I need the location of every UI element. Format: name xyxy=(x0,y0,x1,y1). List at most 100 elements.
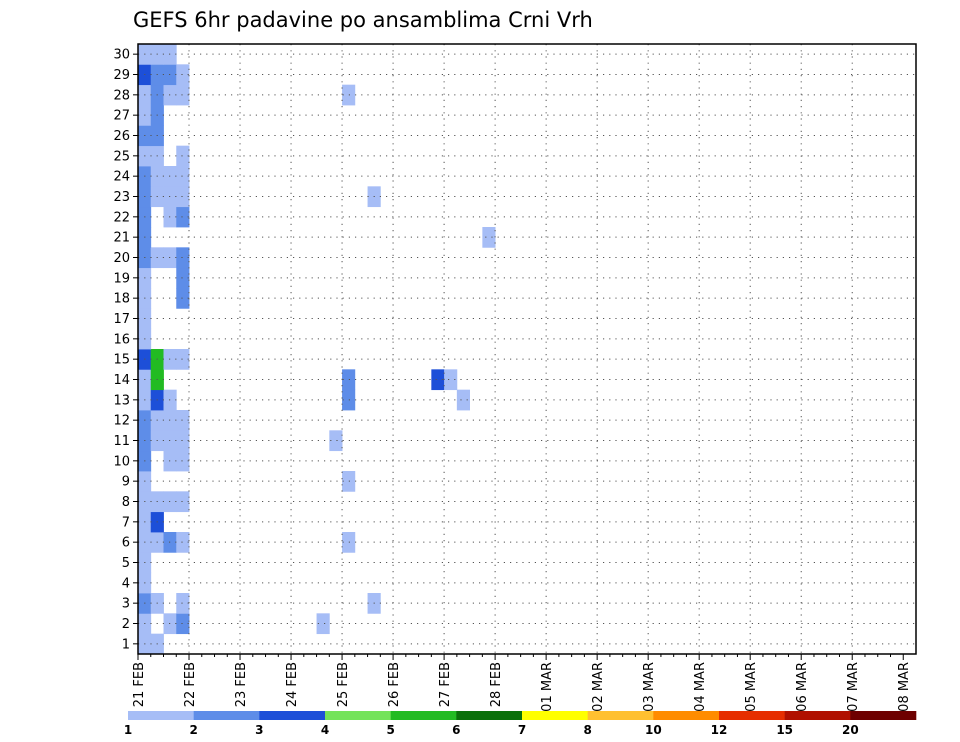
legend-label: 8 xyxy=(583,723,591,737)
x-tick-label: 05 MAR xyxy=(744,662,759,712)
chart-title: GEFS 6hr padavine po ansamblima Crni Vrh xyxy=(133,8,593,32)
y-tick-label: 8 xyxy=(122,495,130,510)
heatmap-cell xyxy=(431,369,445,391)
x-tick-label: 06 MAR xyxy=(795,662,810,712)
y-tick-label: 15 xyxy=(113,353,130,368)
heatmap-cell xyxy=(176,450,190,472)
heatmap-cell xyxy=(444,369,458,391)
y-tick-label: 1 xyxy=(122,637,130,652)
y-tick-label: 4 xyxy=(122,576,130,591)
x-tick-label: 28 FEB xyxy=(489,662,504,707)
y-tick-label: 23 xyxy=(113,190,130,205)
heatmap-cell xyxy=(329,430,343,452)
y-tick-label: 2 xyxy=(122,617,130,632)
legend-label: 4 xyxy=(321,723,329,737)
x-tick-label: 21 FEB xyxy=(132,662,147,707)
x-tick-label: 08 MAR xyxy=(897,662,912,712)
x-axis: 21 FEB 22 FEB 23 FEB 24 FEB 25 FEB 26 FEB 27 F… xyxy=(132,654,912,712)
grid-lines xyxy=(138,44,916,654)
heatmap-cell xyxy=(456,389,470,411)
y-tick-label: 19 xyxy=(113,271,130,286)
heatmap-cell xyxy=(176,206,190,228)
heatmap-cell xyxy=(342,532,356,553)
y-tick-label: 3 xyxy=(122,597,130,612)
y-tick-label: 16 xyxy=(113,332,130,347)
heatmap-cell xyxy=(176,145,190,167)
x-tick-label: 04 MAR xyxy=(693,662,708,712)
y-tick-label: 11 xyxy=(113,434,130,449)
y-tick-label: 13 xyxy=(113,393,130,408)
heatmap-cell xyxy=(176,288,190,309)
heatmap-cell xyxy=(176,410,190,431)
y-tick-label: 10 xyxy=(113,454,130,469)
y-tick-label: 30 xyxy=(113,48,130,63)
legend-swatch xyxy=(193,711,260,720)
heatmap-cell xyxy=(342,389,356,411)
y-tick-label: 5 xyxy=(122,556,130,571)
x-tick-label: 23 FEB xyxy=(234,662,249,707)
y-tick-label: 12 xyxy=(113,414,130,429)
heatmap-cell xyxy=(176,84,190,106)
heatmap-cells xyxy=(138,44,496,655)
legend-swatch xyxy=(390,711,457,720)
legend-label: 3 xyxy=(255,723,263,737)
heatmap-cell xyxy=(176,349,190,370)
heatmap-cell xyxy=(176,491,190,513)
legend-label: 12 xyxy=(711,723,728,737)
legend-label: 5 xyxy=(386,723,394,737)
y-tick-label: 28 xyxy=(113,88,130,103)
x-tick-label: 22 FEB xyxy=(183,662,198,707)
y-tick-label: 20 xyxy=(113,251,130,266)
heatmap-cell xyxy=(176,593,190,614)
legend-label: 15 xyxy=(776,723,793,737)
y-tick-label: 17 xyxy=(113,312,130,327)
legend-swatch xyxy=(784,711,851,720)
legend-label: 6 xyxy=(452,723,460,737)
legend-swatch xyxy=(719,711,785,720)
heatmap-cell xyxy=(176,166,190,187)
y-tick-label: 7 xyxy=(122,515,130,530)
heatmap-cell xyxy=(176,186,190,208)
y-tick-label: 29 xyxy=(113,68,130,83)
y-tick-label: 14 xyxy=(113,373,130,388)
plot-frame xyxy=(137,43,917,655)
heatmap-cell xyxy=(342,471,356,492)
legend-swatch xyxy=(128,711,194,720)
x-tick-label: 02 MAR xyxy=(591,662,606,712)
color-legend: 1 2 3 4 5 6 7 8 10 12 15 20 xyxy=(124,711,917,737)
x-tick-label: 27 FEB xyxy=(438,662,453,707)
x-tick-label: 01 MAR xyxy=(540,662,555,712)
y-axis: 1234567891011121314151617181920212223242… xyxy=(113,48,138,652)
y-tick-label: 27 xyxy=(113,109,130,124)
x-tick-label: 25 FEB xyxy=(336,662,351,707)
y-tick-label: 25 xyxy=(113,149,130,164)
y-tick-label: 18 xyxy=(113,292,130,307)
y-tick-label: 9 xyxy=(122,475,130,490)
legend-swatch xyxy=(587,711,654,720)
heatmap-cell xyxy=(176,532,190,553)
legend-label: 10 xyxy=(645,723,662,737)
y-tick-label: 26 xyxy=(113,129,130,144)
legend-label: 2 xyxy=(189,723,197,737)
legend-swatch xyxy=(325,711,391,720)
heatmap-cell xyxy=(342,84,356,106)
x-tick-label: 03 MAR xyxy=(642,662,657,712)
legend-swatch xyxy=(522,711,588,720)
heatmap-cell xyxy=(176,247,190,269)
y-tick-label: 24 xyxy=(113,170,130,185)
legend-swatch xyxy=(653,711,720,720)
x-tick-label: 24 FEB xyxy=(285,662,300,707)
legend-swatch xyxy=(850,711,917,720)
y-tick-label: 6 xyxy=(122,536,130,551)
legend-label: 20 xyxy=(842,723,859,737)
x-tick-label: 07 MAR xyxy=(846,662,861,712)
x-tick-label: 26 FEB xyxy=(387,662,402,707)
legend-swatch xyxy=(456,711,523,720)
heatmap-cell xyxy=(482,227,496,248)
y-tick-label: 22 xyxy=(113,210,130,225)
heatmap-cell xyxy=(176,267,190,289)
heatmap-cell xyxy=(316,613,330,635)
heatmap-cell xyxy=(176,430,190,452)
heatmap-cell xyxy=(176,64,190,86)
